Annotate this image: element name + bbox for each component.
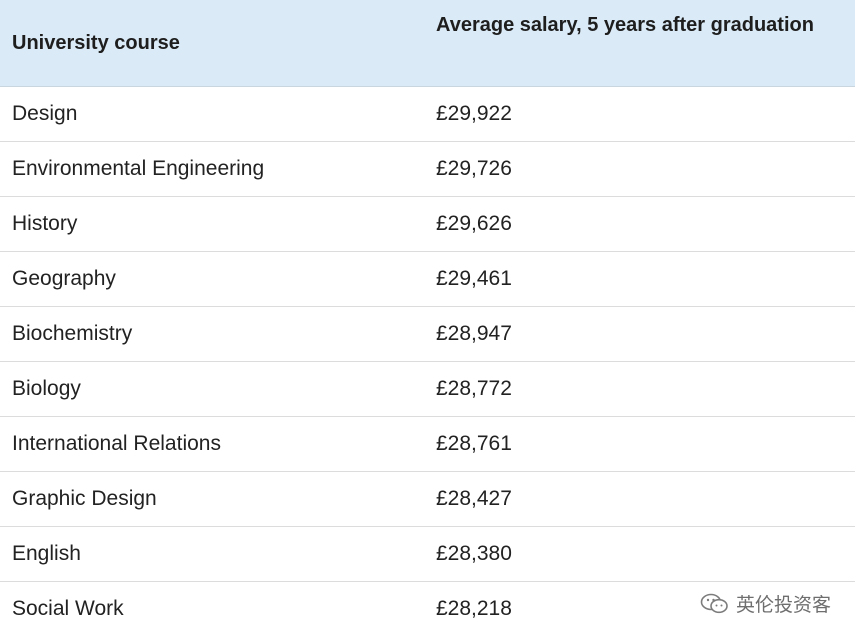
course-cell: Design <box>0 86 424 142</box>
salary-cell: £28,947 <box>424 306 855 362</box>
salary-cell: £29,626 <box>424 196 855 252</box>
table-row: Environmental Engineering £29,726 <box>0 141 855 197</box>
course-cell: English <box>0 526 424 582</box>
course-cell: International Relations <box>0 416 424 472</box>
table-row: Graphic Design £28,427 <box>0 471 855 527</box>
salary-cell: £28,761 <box>424 416 855 472</box>
salary-cell: £29,726 <box>424 141 855 197</box>
salary-cell: £28,772 <box>424 361 855 417</box>
watermark-text: 英伦投资客 <box>735 594 831 616</box>
course-cell: Biology <box>0 361 424 417</box>
table-row: Social Work £28,218 <box>0 581 855 636</box>
wechat-icon <box>700 593 728 613</box>
salary-cell: £28,427 <box>424 471 855 527</box>
course-cell: History <box>0 196 424 252</box>
course-cell: Biochemistry <box>0 306 424 362</box>
watermark: 英伦投资客 <box>700 590 831 617</box>
table-row: Geography £29,461 <box>0 251 855 307</box>
table-row: History £29,626 <box>0 196 855 252</box>
table-body: Design £29,922 Environmental Engineering… <box>0 86 855 636</box>
table-row: Biochemistry £28,947 <box>0 306 855 362</box>
course-cell: Graphic Design <box>0 471 424 527</box>
table-row: Biology £28,772 <box>0 361 855 417</box>
salary-cell: £29,922 <box>424 86 855 142</box>
salary-cell: £28,380 <box>424 526 855 582</box>
salary-column-header: Average salary, 5 years after graduation <box>424 0 855 87</box>
course-cell: Social Work <box>12 596 124 620</box>
table-row: International Relations £28,761 <box>0 416 855 472</box>
table-header: University course Average salary, 5 year… <box>0 0 855 87</box>
table-row: Design £29,922 <box>0 86 855 142</box>
header-row: University course Average salary, 5 year… <box>0 0 855 87</box>
course-cell: Geography <box>0 251 424 307</box>
salary-cell: £29,461 <box>424 251 855 307</box>
table-row: English £28,380 <box>0 526 855 582</box>
course-cell: Environmental Engineering <box>0 141 424 197</box>
course-column-header: University course <box>0 0 424 87</box>
salary-cell: £28,218 <box>436 596 512 620</box>
